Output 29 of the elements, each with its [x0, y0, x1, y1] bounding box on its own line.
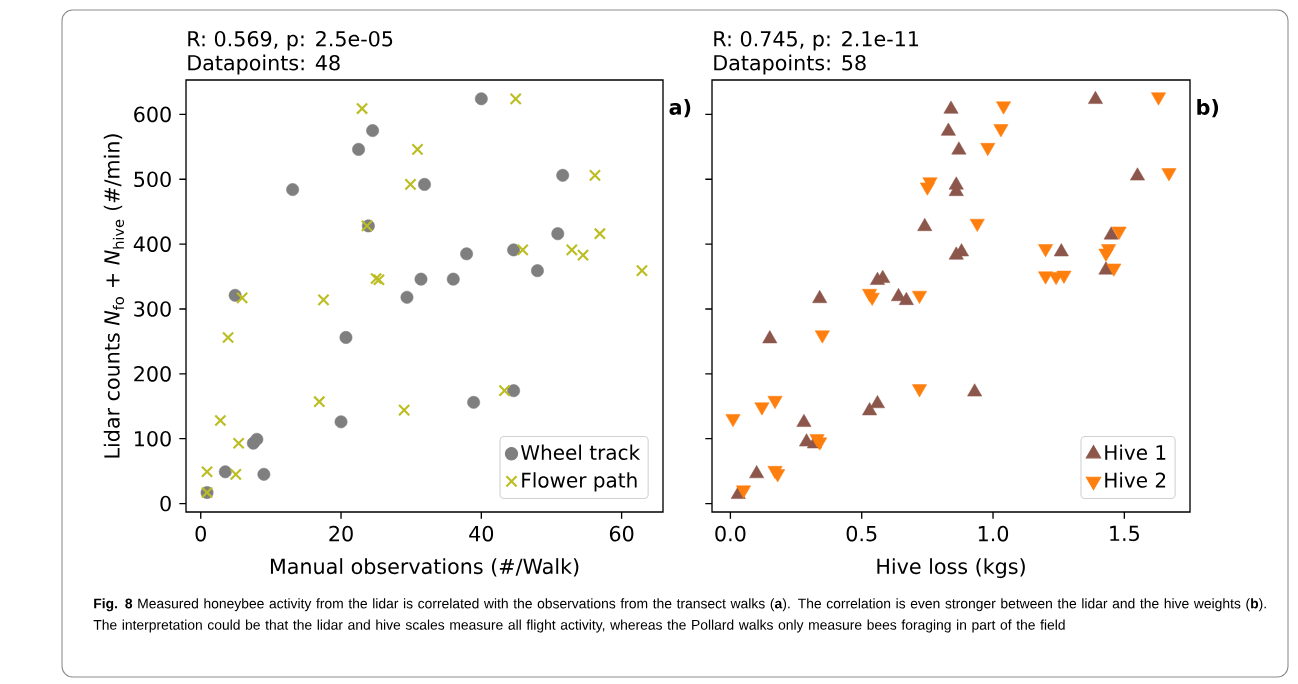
y-axis-title: Lidar counts N$_{fo}$ + N$_{hive}$ (#/min): [103, 134, 125, 458]
x-tick-label: 0.0: [715, 525, 746, 542]
x-axis-title: Manual observations (#/Walk): [270, 558, 579, 577]
x-tick-label: 40: [469, 525, 494, 542]
chart-title: R: 0.745, p: 2.1e-11: [714, 30, 919, 51]
x-tick-label: 60: [609, 525, 634, 542]
x-tick-label: 1.5: [1110, 525, 1139, 542]
legend-label: Hive 2: [1105, 472, 1166, 488]
chart-subtitle: Datapoints: 58: [714, 54, 866, 75]
x-tick-label: 20: [329, 525, 353, 542]
y-tick-label: 400: [133, 236, 171, 252]
y-tick-label: 100: [135, 430, 171, 447]
y-tick-label: 300: [134, 301, 171, 317]
x-tick-label: 0.5: [846, 525, 877, 542]
y-tick-label: 600: [134, 106, 171, 123]
text: Fig. 8 Measured honeybee activity from the lidar is correlated with the observations from the transect walks (a). The correlation is even stronger between the lidar and the hive weights (b). The interpretation could be that the lidar and hive scales measure all flight activity, whereas the Pollard walks only measure bees foraging in part of the field: [93, 598, 1266, 633]
legend-label: Hive 1: [1105, 444, 1166, 461]
text: b): [1197, 98, 1219, 118]
x-tick-label: 1.0: [978, 525, 1009, 542]
y-tick-label: 0: [160, 495, 171, 512]
y-tick-label: 500: [134, 171, 171, 188]
x-axis-title: Hive loss (kgs): [877, 558, 1025, 579]
chart-title: R: 0.569, p: 2.5e-05: [188, 30, 393, 51]
legend-label: Wheel track: [520, 444, 641, 461]
x-tick-label: 0: [195, 525, 206, 542]
text: a): [669, 98, 691, 118]
y-tick-label: 200: [134, 366, 171, 382]
chart-subtitle: Datapoints: 48: [188, 54, 340, 75]
legend-label: Flower path: [522, 472, 637, 492]
